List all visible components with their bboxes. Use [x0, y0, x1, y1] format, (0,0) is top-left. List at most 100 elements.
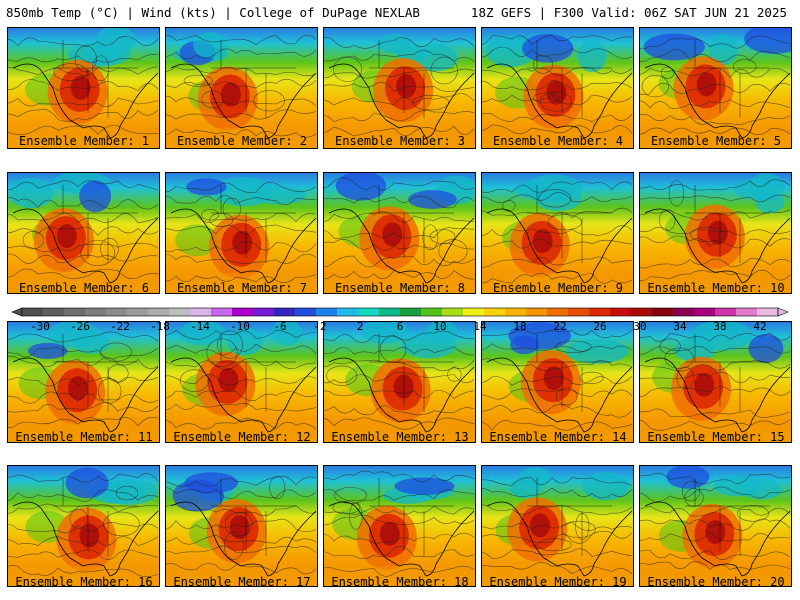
colorbar-swatch: [715, 308, 737, 316]
ensemble-member-map: [323, 27, 476, 149]
ensemble-member-label: Ensemble Member: 19: [489, 575, 627, 589]
ensemble-member-label: Ensemble Member: 7: [176, 281, 308, 295]
ensemble-member-label: Ensemble Member: 4: [492, 134, 624, 148]
ensemble-member-map: [323, 172, 476, 294]
ensemble-member-label: Ensemble Member: 15: [647, 430, 785, 444]
ensemble-member-map: [639, 465, 792, 587]
colorbar-tick-label: 22: [553, 320, 566, 333]
colorbar-swatch: [589, 308, 611, 316]
ensemble-member-label: Ensemble Member: 9: [492, 281, 624, 295]
colorbar-tick-label: -10: [230, 320, 250, 333]
colorbar-swatch: [568, 308, 590, 316]
ensemble-member-label: Ensemble Member: 2: [176, 134, 308, 148]
colorbar-tick-label: -6: [273, 320, 286, 333]
colorbar-tick-label: 26: [593, 320, 606, 333]
colorbar-tick-label: -18: [150, 320, 170, 333]
ensemble-member-map: [481, 321, 634, 443]
colorbar-tick-label: 18: [513, 320, 526, 333]
colorbar-tick-label: 2: [357, 320, 364, 333]
colorbar-swatch: [358, 308, 380, 316]
ensemble-member-label: Ensemble Member: 14: [489, 430, 627, 444]
colorbar-tick-label: -22: [110, 320, 130, 333]
model-run-valid-time: 18Z GEFS | F300 Valid: 06Z SAT JUN 21 20…: [470, 5, 787, 20]
colorbar-max-arrow: [777, 307, 789, 317]
ensemble-member-map: [323, 465, 476, 587]
colorbar-swatch: [337, 308, 359, 316]
ensemble-member-map: [481, 465, 634, 587]
colorbar-swatch: [526, 308, 548, 316]
colorbar-tick-label: -2: [313, 320, 326, 333]
colorbar-swatch: [652, 308, 674, 316]
colorbar-swatch: [736, 308, 758, 316]
ensemble-member-label: Ensemble Member: 5: [650, 134, 782, 148]
colorbar-swatch: [400, 308, 422, 316]
ensemble-member-map: [639, 321, 792, 443]
map-title: 850mb Temp (°C) | Wind (kts) | College o…: [6, 5, 420, 20]
colorbar-swatch: [442, 308, 464, 316]
ensemble-member-label: Ensemble Member: 3: [334, 134, 466, 148]
ensemble-member-label: Ensemble Member: 12: [173, 430, 311, 444]
ensemble-member-label: Ensemble Member: 11: [15, 430, 153, 444]
colorbar-swatch: [211, 308, 233, 316]
colorbar-swatch: [274, 308, 296, 316]
ensemble-member-map: [639, 172, 792, 294]
ensemble-member-label: Ensemble Member: 1: [18, 134, 150, 148]
colorbar-tick-label: 14: [473, 320, 487, 333]
colorbar-swatch: [22, 308, 44, 316]
ensemble-member-map: [481, 172, 634, 294]
colorbar-swatch: [148, 308, 170, 316]
colorbar-tick-label: 34: [673, 320, 687, 333]
ensemble-member-map: [481, 27, 634, 149]
colorbar-swatch: [757, 308, 779, 316]
ensemble-member-label: Ensemble Member: 13: [331, 430, 469, 444]
colorbar-swatch: [547, 308, 569, 316]
colorbar-swatch: [190, 308, 212, 316]
colorbar-min-arrow: [11, 307, 23, 317]
ensemble-member-label: Ensemble Member: 20: [647, 575, 785, 589]
ensemble-member-map: [7, 321, 160, 443]
colorbar-swatch: [127, 308, 149, 316]
ensemble-member-map: [7, 172, 160, 294]
colorbar-tick-label: 10: [433, 320, 446, 333]
ensemble-member-map: [323, 321, 476, 443]
colorbar-swatch: [316, 308, 338, 316]
ensemble-member-label: Ensemble Member: 8: [334, 281, 466, 295]
colorbar-tick-label: 38: [713, 320, 726, 333]
colorbar-swatch: [631, 308, 653, 316]
colorbar-tick-label: -14: [190, 320, 210, 333]
ensemble-member-map: [165, 172, 318, 294]
colorbar-swatch: [232, 308, 254, 316]
colorbar-tick-label: 30: [633, 320, 646, 333]
colorbar-tick-label: 6: [397, 320, 404, 333]
ensemble-member-label: Ensemble Member: 17: [173, 575, 311, 589]
temperature-colorbar: -30 -26 -22 -18 -14 -10 -6 -2 2 6 10 14 18 22 26 30 34 38…: [11, 307, 789, 333]
colorbar-swatch: [43, 308, 65, 316]
colorbar-swatch: [484, 308, 506, 316]
ensemble-member-map: [7, 27, 160, 149]
ensemble-member-map: [165, 27, 318, 149]
colorbar-swatch: [694, 308, 716, 316]
colorbar-tick-label: -30: [30, 320, 50, 333]
colorbar-swatch: [421, 308, 443, 316]
colorbar-swatch: [505, 308, 527, 316]
ensemble-member-label: Ensemble Member: 10: [647, 281, 785, 295]
colorbar-swatch: [106, 308, 128, 316]
colorbar-swatch: [169, 308, 191, 316]
colorbar-swatch: [463, 308, 485, 316]
colorbar-swatch: [673, 308, 695, 316]
ensemble-member-map: [639, 27, 792, 149]
colorbar-swatch: [85, 308, 107, 316]
ensemble-member-map: [165, 465, 318, 587]
ensemble-member-label: Ensemble Member: 6: [18, 281, 150, 295]
colorbar-tick-label: -26: [70, 320, 90, 333]
colorbar-swatch: [295, 308, 317, 316]
ensemble-member-label: Ensemble Member: 18: [331, 575, 469, 589]
colorbar-tick-label: 42: [753, 320, 766, 333]
ensemble-member-map: [7, 465, 160, 587]
ensemble-member-label: Ensemble Member: 16: [15, 575, 153, 589]
colorbar-swatch: [379, 308, 401, 316]
colorbar-swatch: [253, 308, 275, 316]
colorbar-swatch: [64, 308, 86, 316]
colorbar-swatch: [610, 308, 632, 316]
ensemble-member-map: [165, 321, 318, 443]
